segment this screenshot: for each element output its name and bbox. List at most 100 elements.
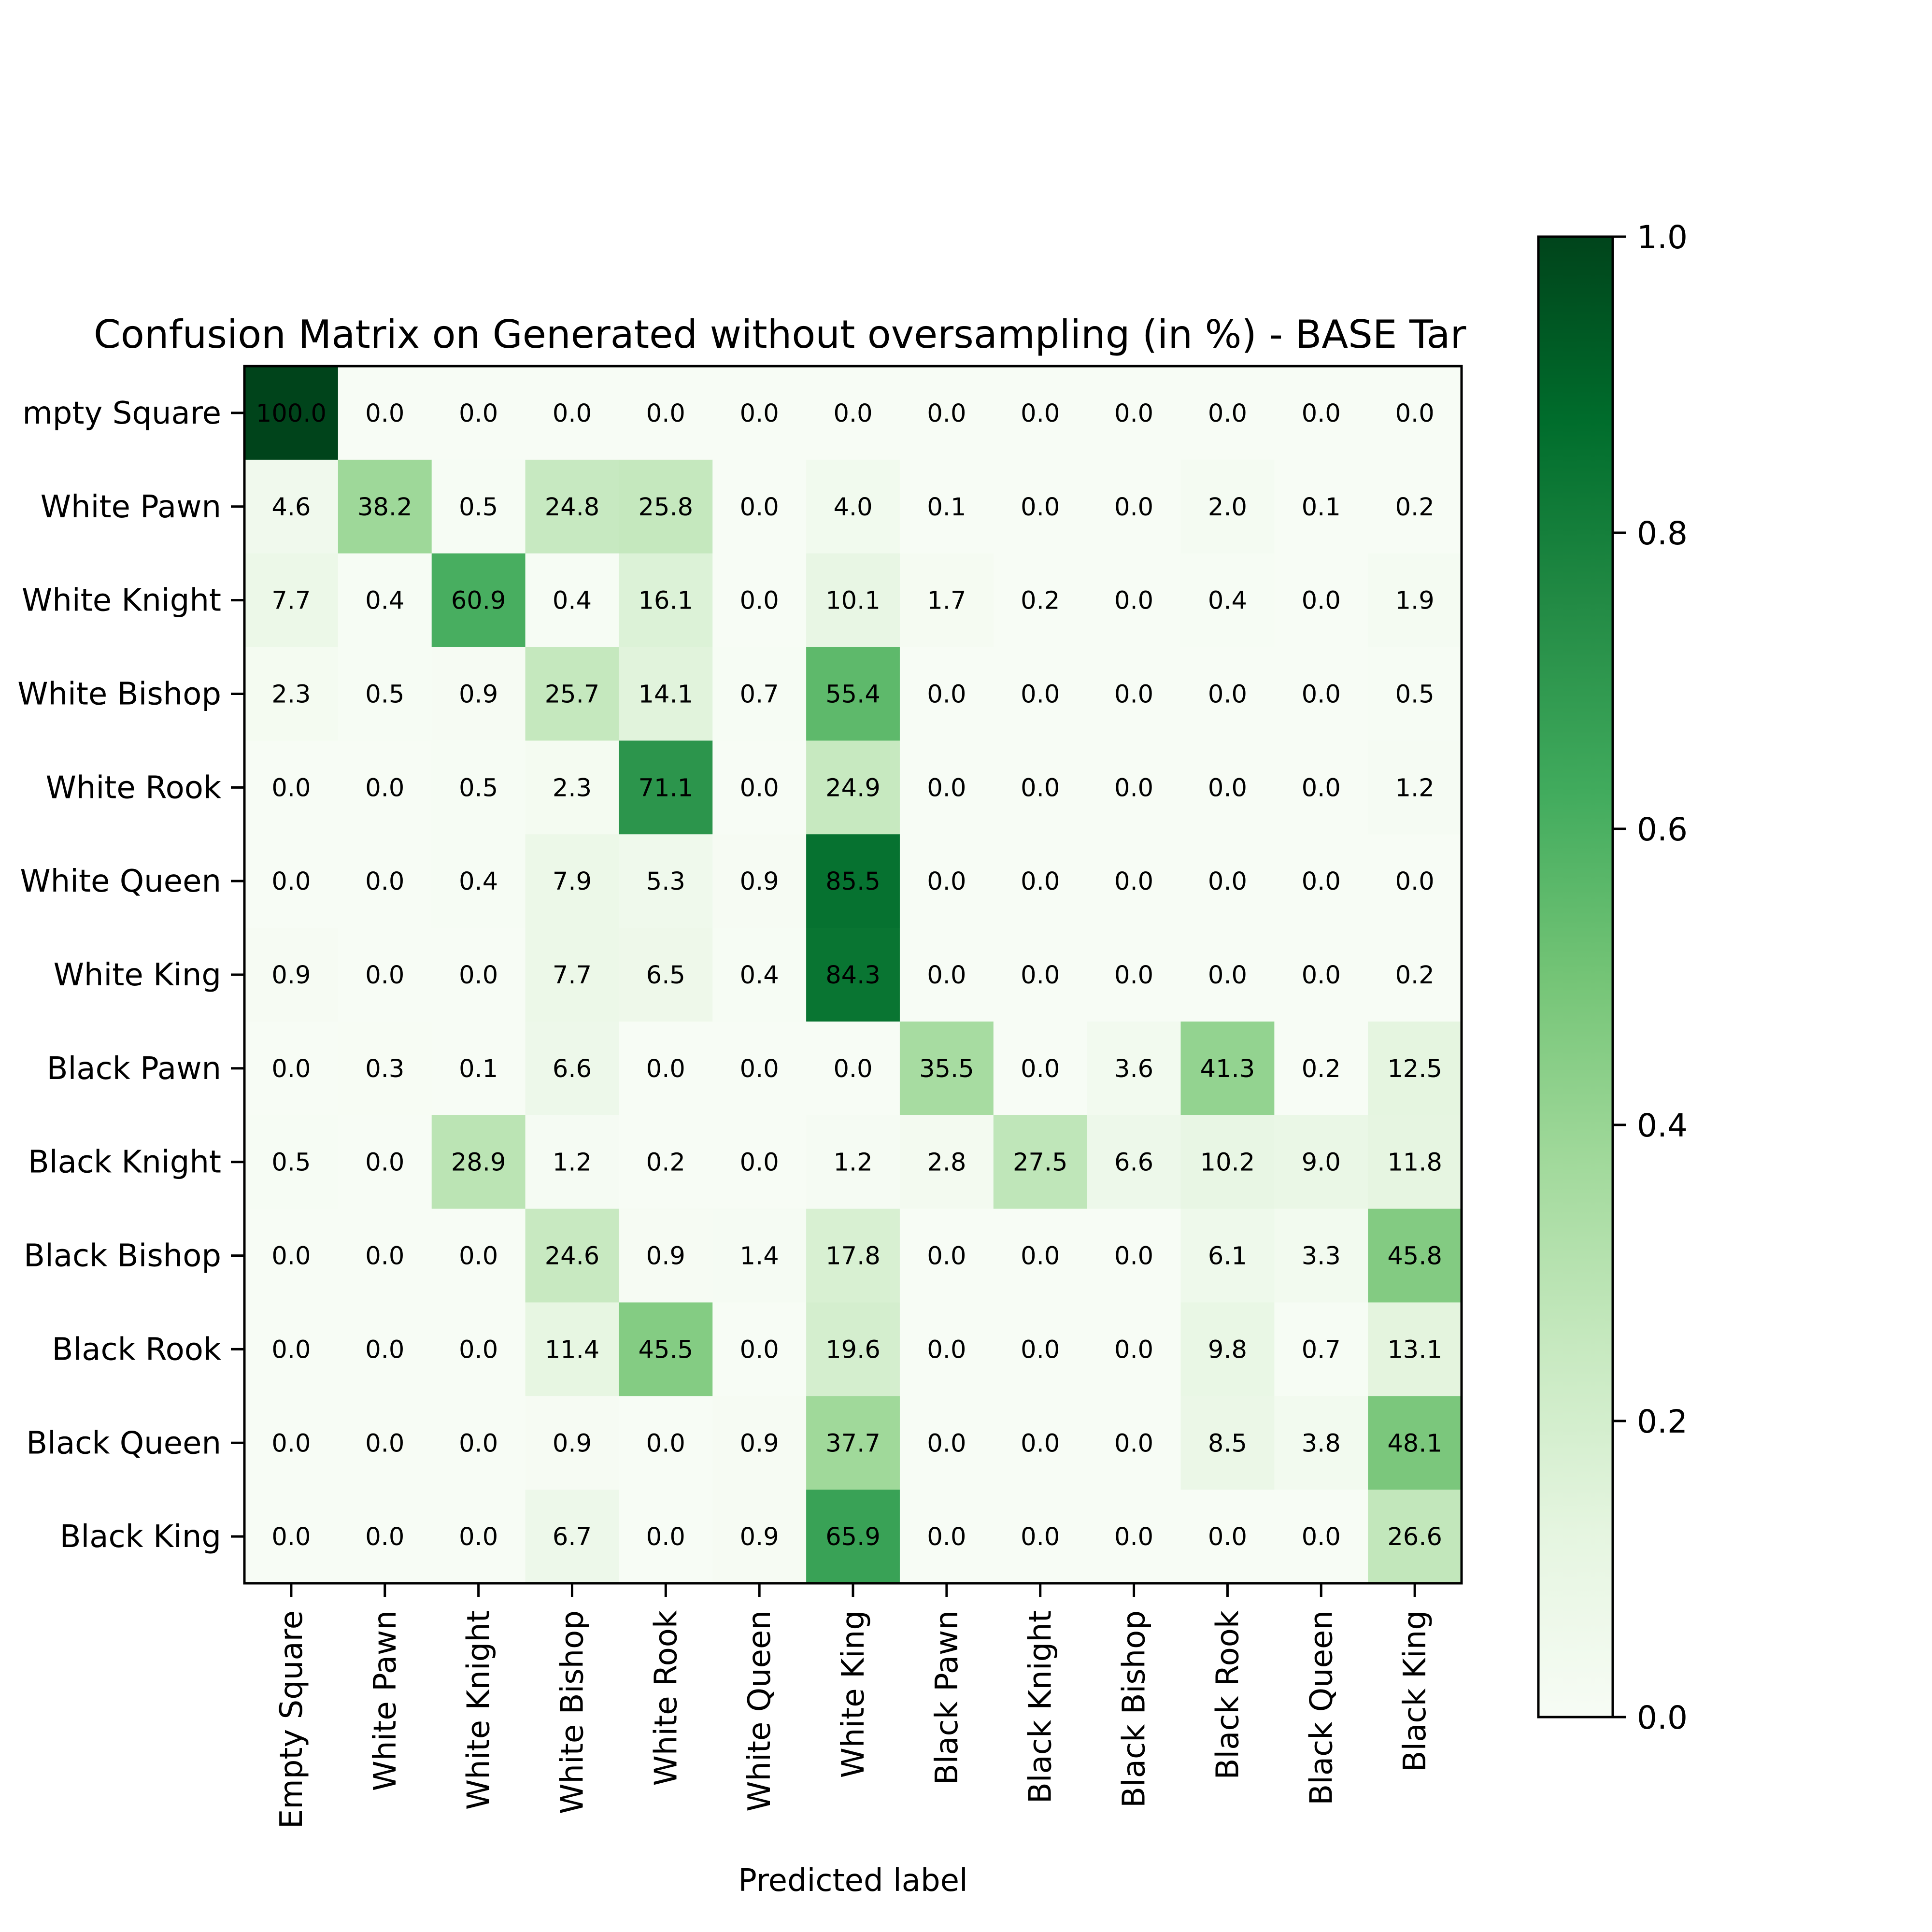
cell-value-label: 0.0 (1208, 961, 1247, 990)
heatmap-cell (1180, 834, 1275, 928)
x-tick-label: Black King (1397, 1610, 1433, 1772)
heatmap-cell (1087, 366, 1181, 460)
cell-value-label: 0.0 (271, 1242, 311, 1271)
heatmap-cell (1087, 1396, 1181, 1490)
heatmap-cell (993, 1302, 1088, 1396)
cell-value-label: 60.9 (451, 587, 506, 615)
x-axis-label: Predicted label (738, 1863, 968, 1899)
cell-value-label: 1.2 (553, 1149, 592, 1177)
cell-value-label: 0.0 (1302, 1523, 1341, 1551)
cell-value-label: 0.4 (553, 587, 592, 615)
cell-value-label: 0.0 (1208, 774, 1247, 802)
colorbar-tick-label: 0.8 (1637, 515, 1688, 552)
heatmap-cell (1368, 834, 1462, 928)
cell-value-label: 0.2 (646, 1149, 685, 1177)
cell-value-label: 0.0 (1208, 867, 1247, 896)
heatmap-cell (1180, 740, 1275, 835)
x-tick-label: White Queen (742, 1610, 778, 1812)
cell-value-label: 0.0 (1114, 399, 1153, 428)
cell-value-label: 0.7 (740, 680, 779, 709)
heatmap-cells (244, 366, 1462, 1584)
heatmap-cell (1087, 740, 1181, 835)
x-axis-ticks: Empty Square White Pawn White Knight White … (274, 1583, 1433, 1829)
heatmap-cell (993, 647, 1088, 741)
cell-value-label: 8.5 (1208, 1429, 1247, 1458)
cell-value-label: 0.0 (1021, 1055, 1060, 1083)
cell-value-label: 24.8 (545, 493, 600, 522)
cell-value-label: 0.0 (833, 399, 872, 428)
heatmap-cell (525, 928, 619, 1022)
colorbar-tick-label: 0.6 (1637, 811, 1688, 848)
cell-value-label: 0.0 (927, 680, 966, 709)
heatmap-cell (1180, 553, 1275, 648)
x-tick-label: Black Knight (1023, 1610, 1059, 1804)
cell-value-label: 0.1 (1302, 493, 1341, 522)
cell-value-label: 0.2 (1021, 587, 1060, 615)
cell-value-label: 0.0 (646, 399, 685, 428)
heatmap-cell (993, 740, 1088, 835)
heatmap-cell (899, 1115, 994, 1209)
cell-value-label: 6.7 (553, 1523, 592, 1551)
x-tick-label: White Pawn (368, 1610, 403, 1791)
cell-value-label: 0.0 (1114, 867, 1153, 896)
heatmap-cell (619, 928, 713, 1022)
cell-value-label: 0.9 (271, 961, 311, 990)
heatmap-cell (806, 553, 900, 648)
cell-value-label: 0.9 (740, 867, 779, 896)
cell-value-label: 38.2 (357, 493, 412, 522)
cell-value-label: 0.0 (927, 1242, 966, 1271)
cell-value-label: 19.6 (825, 1335, 881, 1364)
heatmap-cell (619, 1396, 713, 1490)
cell-value-label: 25.7 (545, 680, 600, 709)
heatmap-cell (619, 366, 713, 460)
heatmap-cell (712, 553, 807, 648)
cell-value-label: 11.4 (545, 1335, 600, 1364)
cell-value-label: 0.0 (1021, 774, 1060, 802)
cell-value-label: 0.1 (927, 493, 966, 522)
y-tick-label: Black Knight (28, 1145, 221, 1180)
heatmap-cell (525, 1302, 619, 1396)
cell-value-label: 12.5 (1387, 1055, 1442, 1083)
heatmap-cell (993, 1490, 1088, 1584)
heatmap-cell (1087, 928, 1181, 1022)
cell-value-label: 17.8 (825, 1242, 881, 1271)
cell-value-label: 11.8 (1387, 1149, 1442, 1177)
heatmap-cell (244, 1302, 339, 1396)
cell-value-label: 24.6 (545, 1242, 600, 1271)
heatmap-cell (431, 834, 526, 928)
heatmap-cell (431, 553, 526, 648)
x-tick-label: White Knight (461, 1610, 497, 1810)
cell-value-label: 1.2 (833, 1149, 872, 1177)
heatmap-cell (993, 928, 1088, 1022)
heatmap-cell (899, 1021, 994, 1116)
heatmap-cell (1180, 1115, 1275, 1209)
x-tick-label: Empty Square (274, 1610, 310, 1829)
y-tick-label: mpty Square (22, 396, 221, 431)
heatmap-cell (1087, 1302, 1181, 1396)
cell-value-label: 0.0 (459, 1523, 498, 1551)
heatmap-cell (1087, 1021, 1181, 1116)
heatmap-cell (993, 1021, 1088, 1116)
cell-value-label: 0.0 (1021, 961, 1060, 990)
heatmap-cell (1180, 366, 1275, 460)
cell-value-label: 1.7 (927, 587, 966, 615)
y-tick-label: Black Bishop (24, 1238, 221, 1274)
cell-value-label: 3.6 (1114, 1055, 1153, 1083)
cell-value-label: 0.0 (1021, 867, 1060, 896)
colorbar (1538, 237, 1613, 1717)
heatmap-cell (525, 1021, 619, 1116)
heatmap-cell (619, 647, 713, 741)
heatmap-cell (712, 1490, 807, 1584)
heatmap-cell (244, 740, 339, 835)
heatmap-cell (431, 1490, 526, 1584)
heatmap-cell (525, 1208, 619, 1303)
cell-value-label: 0.0 (646, 1429, 685, 1458)
heatmap-cell (338, 366, 432, 460)
cell-value-label: 0.0 (1021, 1335, 1060, 1364)
heatmap-cell (712, 928, 807, 1022)
cell-value-label: 0.0 (740, 1055, 779, 1083)
cell-value-label: 0.0 (1302, 961, 1341, 990)
heatmap-cell (1087, 647, 1181, 741)
cell-value-label: 6.6 (1114, 1149, 1153, 1177)
cell-value-label: 0.0 (740, 399, 779, 428)
